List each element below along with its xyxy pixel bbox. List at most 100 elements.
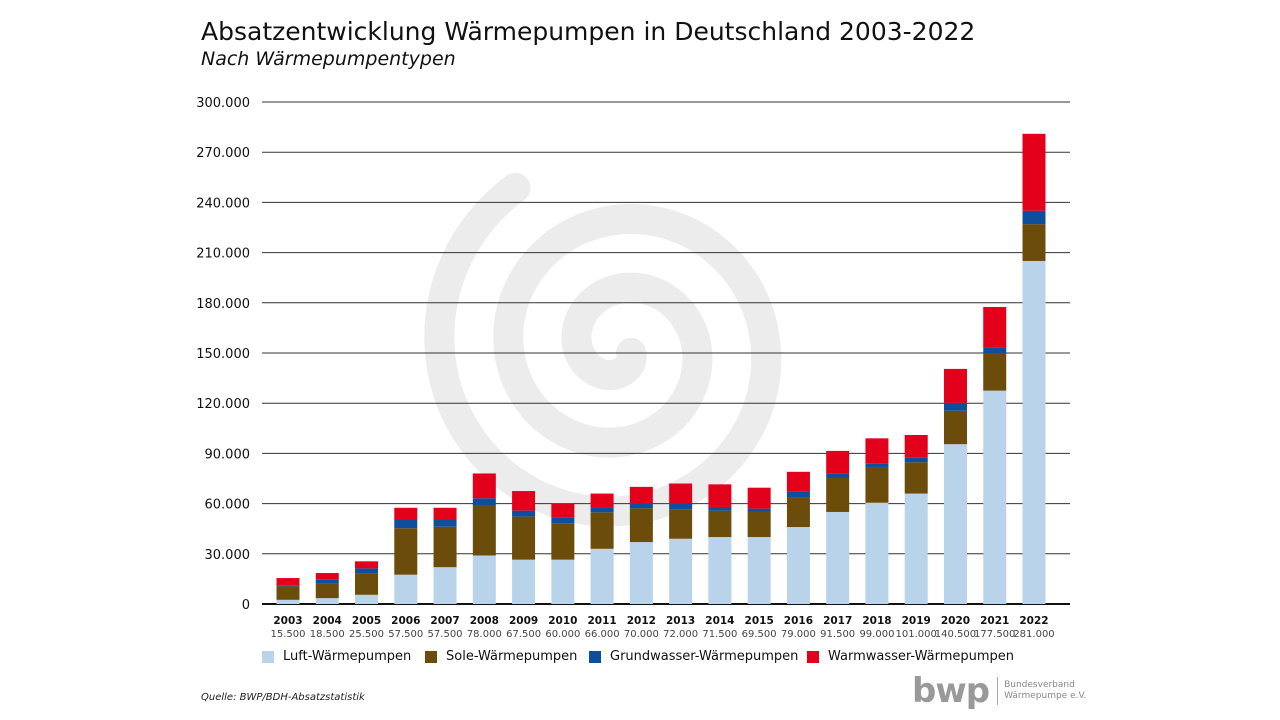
bar-segment-warmwasser	[865, 438, 889, 464]
chart-subtitle: Nach Wärmepumpentypen	[201, 48, 456, 70]
x-tick-label: 2020	[941, 615, 970, 627]
total-label: 66.000	[585, 629, 620, 640]
x-tick-label: 2021	[980, 615, 1009, 627]
bar-segment-sole	[590, 512, 614, 549]
bar-stack-2022	[1022, 133, 1046, 604]
bar-stack-2013	[669, 483, 693, 604]
bar-segment-grundwasser	[943, 402, 967, 411]
x-tick-label: 2006	[391, 615, 420, 627]
bar-segment-warmwasser	[472, 473, 496, 499]
bar-segment-luft	[708, 537, 732, 604]
bar-segment-grundwasser	[826, 473, 850, 478]
bar-stack-2009	[512, 491, 536, 604]
total-label: 57.500	[388, 629, 423, 640]
bar-segment-warmwasser	[708, 484, 732, 507]
bar-stack-2014	[708, 484, 732, 604]
x-tick-label: 2019	[902, 615, 931, 627]
logo-line-2: Wärmepumpe e.V.	[1004, 691, 1087, 701]
total-label: 281.000	[1013, 629, 1054, 640]
bar-segment-grundwasser	[355, 568, 379, 574]
bar-segment-grundwasser	[590, 507, 614, 513]
bar-segment-grundwasser	[747, 508, 771, 512]
bar-segment-sole	[394, 528, 418, 575]
y-tick-label: 90.000	[205, 447, 251, 462]
total-label: 99.000	[859, 629, 894, 640]
bar-segment-luft	[904, 493, 928, 604]
legend-label: Luft-Wärmepumpen	[283, 649, 412, 664]
logo-mark: bwp	[912, 671, 990, 711]
bar-segment-luft	[355, 594, 379, 604]
legend-item-luft: Luft-Wärmepumpen	[262, 649, 411, 664]
bar-segment-sole	[1022, 224, 1046, 261]
x-tick-label: 2009	[509, 615, 538, 627]
legend-label: Sole-Wärmepumpen	[446, 649, 578, 664]
bar-segment-luft	[590, 548, 614, 604]
bars	[276, 133, 1046, 604]
bar-segment-warmwasser	[355, 561, 379, 569]
bwp-logo: bwp Bundesverband Wärmepumpe e.V.	[912, 671, 1087, 711]
bar-stack-2008	[472, 473, 496, 604]
total-label: 70.000	[624, 629, 659, 640]
y-tick-label: 60.000	[205, 498, 251, 513]
bar-segment-luft	[865, 502, 889, 604]
bar-segment-luft	[747, 537, 771, 604]
source-note: Quelle: BWP/BDH-Absatzstatistik	[201, 692, 365, 703]
bar-segment-sole	[355, 573, 379, 595]
bar-stack-2015	[747, 487, 771, 604]
y-tick-label: 300.000	[196, 96, 250, 111]
bar-segment-sole	[472, 505, 496, 556]
bar-segment-warmwasser	[826, 450, 850, 474]
bar-stack-2020	[943, 368, 967, 604]
bar-stack-2019	[904, 434, 928, 604]
bar-segment-grundwasser	[786, 491, 810, 498]
bar-segment-grundwasser	[708, 506, 732, 511]
bar-segment-warmwasser	[786, 471, 810, 492]
x-tick-label: 2022	[1019, 615, 1048, 627]
y-tick-label: 150.000	[196, 347, 250, 362]
total-label: 71.500	[702, 629, 737, 640]
bar-stack-2017	[826, 450, 850, 604]
bar-stack-2007	[433, 507, 457, 604]
y-tick-label: 240.000	[196, 196, 250, 211]
bar-segment-sole	[904, 462, 928, 494]
x-tick-label: 2011	[587, 615, 616, 627]
bar-segment-sole	[943, 410, 967, 445]
x-tick-label: 2004	[313, 615, 342, 627]
bar-segment-luft	[786, 527, 810, 604]
bar-segment-sole	[512, 516, 536, 560]
legend-label: Grundwasser-Wärmepumpen	[610, 649, 799, 664]
total-label: 101.000	[896, 629, 937, 640]
bar-segment-warmwasser	[983, 306, 1007, 348]
bar-segment-luft	[983, 390, 1007, 604]
bar-segment-warmwasser	[512, 491, 536, 511]
bar-segment-warmwasser	[943, 368, 967, 403]
x-tick-label: 2008	[470, 615, 499, 627]
bar-stack-2005	[355, 561, 379, 604]
gridlines	[262, 101, 1070, 605]
x-tick-labels: 2003 15.500 2004 18.500 2005 25.500 2006 57.500…	[271, 615, 1055, 640]
legend-label: Warmwasser-Wärmepumpen	[828, 649, 1014, 664]
bar-stack-2010	[551, 503, 575, 604]
bar-segment-sole	[433, 526, 457, 568]
y-tick-label: 0	[242, 598, 250, 613]
total-label: 57.500	[428, 629, 463, 640]
total-label: 25.500	[349, 629, 384, 640]
legend-swatch	[589, 650, 601, 663]
y-tick-labels: 0 30.000 60.000 90.000 120.000 150.000 180.000…	[196, 96, 250, 613]
bar-segment-grundwasser	[669, 503, 693, 510]
bar-segment-luft	[826, 511, 850, 604]
legend-swatch	[262, 650, 274, 663]
total-label: 91.500	[820, 629, 855, 640]
bar-segment-luft	[315, 598, 339, 604]
watermark-spiral	[424, 172, 782, 527]
bar-segment-grundwasser	[315, 579, 339, 584]
bar-segment-sole	[826, 477, 850, 512]
logo-divider	[997, 677, 999, 705]
bar-segment-warmwasser	[551, 503, 575, 518]
legend-item-grundwasser: Grundwasser-Wärmepumpen	[589, 649, 798, 664]
bar-segment-warmwasser	[394, 507, 418, 520]
bar-segment-sole	[786, 497, 810, 528]
bar-stack-2004	[315, 573, 339, 604]
bar-segment-sole	[551, 523, 575, 560]
